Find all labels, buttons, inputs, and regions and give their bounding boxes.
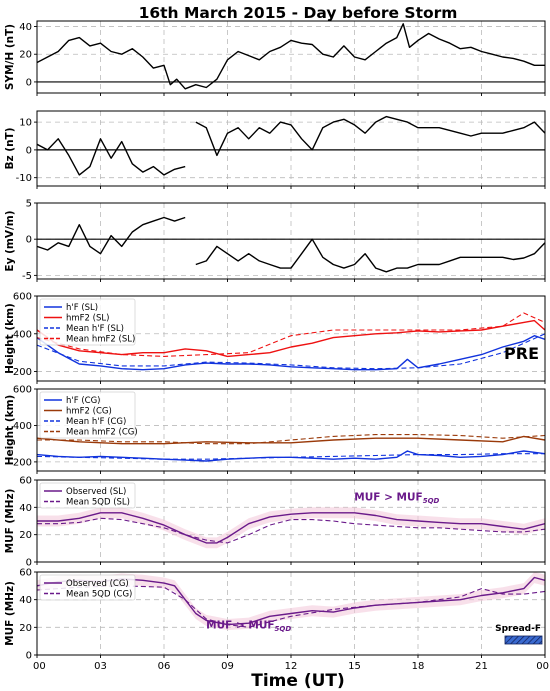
y-tick-label: 5 <box>26 199 32 210</box>
series-line-1 <box>195 238 545 273</box>
panel-sl_height: 200 400 600 h'F (SL)hmF2 (SL)Mean h'F (SL)M… <box>4 292 546 384</box>
y-axis-label: Ey (mV/m) <box>4 210 16 271</box>
y-tick-label: 0 <box>26 651 32 662</box>
y-tick-label: 400 <box>13 421 32 432</box>
legend-label: h'F (CG) <box>66 396 100 406</box>
legend-label: hmF2 (SL) <box>66 314 109 324</box>
plot-content <box>37 434 545 462</box>
legend-label: Mean h'F (SL) <box>66 324 124 334</box>
panel-ey: -5 0 5 Ey (mV/m) <box>4 199 546 282</box>
x-tick-label: 21 <box>475 661 488 672</box>
legend-label: Observed (CG) <box>66 579 129 589</box>
y-tick-label: 40 <box>19 595 32 606</box>
y-tick-label: 10 <box>19 118 32 129</box>
plot-content <box>37 312 545 371</box>
muf-annotation-subscript: 5QD <box>275 625 292 633</box>
x-tick-label: 00 <box>536 661 549 672</box>
pre-annotation: PRE <box>504 344 539 363</box>
legend-box <box>39 391 136 439</box>
y-axis-label: SYM/H (nT) <box>4 24 16 90</box>
plot-content <box>37 23 545 90</box>
y-axis-label: Height (km) <box>4 395 16 466</box>
y-tick-label: 600 <box>13 292 32 303</box>
y-tick-label: 0 <box>26 235 32 246</box>
y-tick-label: 400 <box>13 329 32 340</box>
muf-annotation-main: MUF > MUF <box>206 620 274 632</box>
plot-content <box>37 216 545 273</box>
chart-title: 16th March 2015 - Day before Storm <box>139 4 458 22</box>
panel-muf_cg: 0 20 40 60 Observed (CG)Mean 5QD (CG) MUF > M… <box>4 568 549 673</box>
y-tick-label: 40 <box>19 503 32 514</box>
x-tick-label: 06 <box>158 661 171 672</box>
y-axis-label: Bz (nT) <box>4 127 16 169</box>
legend-box <box>39 482 136 509</box>
legend-box <box>39 298 136 346</box>
y-tick-label: 20 <box>19 50 32 61</box>
plot-content <box>37 115 545 176</box>
plot-content <box>37 507 545 549</box>
muf-annotation-subscript: 5QD <box>423 497 440 505</box>
series-band <box>37 507 545 549</box>
muf-annotation: MUF > MUF5QD <box>206 620 291 634</box>
y-tick-label: 20 <box>19 623 32 634</box>
y-tick-label: 600 <box>13 385 32 396</box>
y-axis-label: Height (km) <box>4 303 16 374</box>
series-line-1 <box>195 115 545 157</box>
legend-label: h'F (SL) <box>66 303 98 313</box>
x-axis-label: Time (UT) <box>251 671 345 691</box>
y-tick-label: 60 <box>19 568 32 579</box>
muf-annotation-main: MUF > MUF <box>354 492 422 504</box>
x-tick-label: 09 <box>221 661 234 672</box>
y-tick-label: 0 <box>26 77 32 88</box>
y-tick-label: 0 <box>26 145 32 156</box>
y-tick-label: 60 <box>19 476 32 487</box>
legend-box <box>39 574 136 601</box>
y-tick-label: 200 <box>13 457 32 468</box>
legend-label: Mean 5QD (SL) <box>66 498 130 508</box>
series-line-mean-hmf2-sl- <box>37 312 545 357</box>
legend-label: Mean hmF2 (CG) <box>66 428 138 438</box>
legend-label: Mean 5QD (CG) <box>66 590 132 600</box>
legend-label: Mean h'F (CG) <box>66 417 126 427</box>
y-tick-label: 200 <box>13 367 32 378</box>
panel-muf_sl: 0 20 40 60 Observed (SL)Mean 5QD (SL) MUF > M… <box>4 476 546 569</box>
x-tick-label: 00 <box>33 661 46 672</box>
spread-f-swatch <box>504 635 543 645</box>
muf-annotation: MUF > MUF5QD <box>354 492 439 506</box>
x-tick-label: 12 <box>285 661 298 672</box>
y-axis-label: MUF (MHz) <box>4 581 16 646</box>
spread-f-label: Spread-F <box>495 624 541 634</box>
y-tick-label: 0 <box>26 558 32 569</box>
series-line-observed-sl- <box>37 512 545 544</box>
y-tick-label: -10 <box>16 173 32 184</box>
y-tick-label: 20 <box>19 530 32 541</box>
y-axis-label: MUF (MHz) <box>4 489 16 554</box>
x-tick-label: 15 <box>348 661 361 672</box>
x-tick-label: 18 <box>412 661 425 672</box>
series-line-hmf2-cg- <box>37 435 545 445</box>
series-line-h-f-cg- <box>37 450 545 462</box>
series-band <box>37 572 545 631</box>
legend-label: Mean hmF2 (SL) <box>66 335 135 345</box>
y-tick-label: -5 <box>22 271 32 282</box>
x-tick-label: 03 <box>94 661 107 672</box>
legend-label: Observed (SL) <box>66 487 126 497</box>
y-tick-label: 40 <box>19 22 32 33</box>
legend-label: hmF2 (CG) <box>66 407 112 417</box>
panel-cg_height: 200 400 600 h'F (CG)hmF2 (CG)Mean h'F (CG)M… <box>4 385 546 474</box>
